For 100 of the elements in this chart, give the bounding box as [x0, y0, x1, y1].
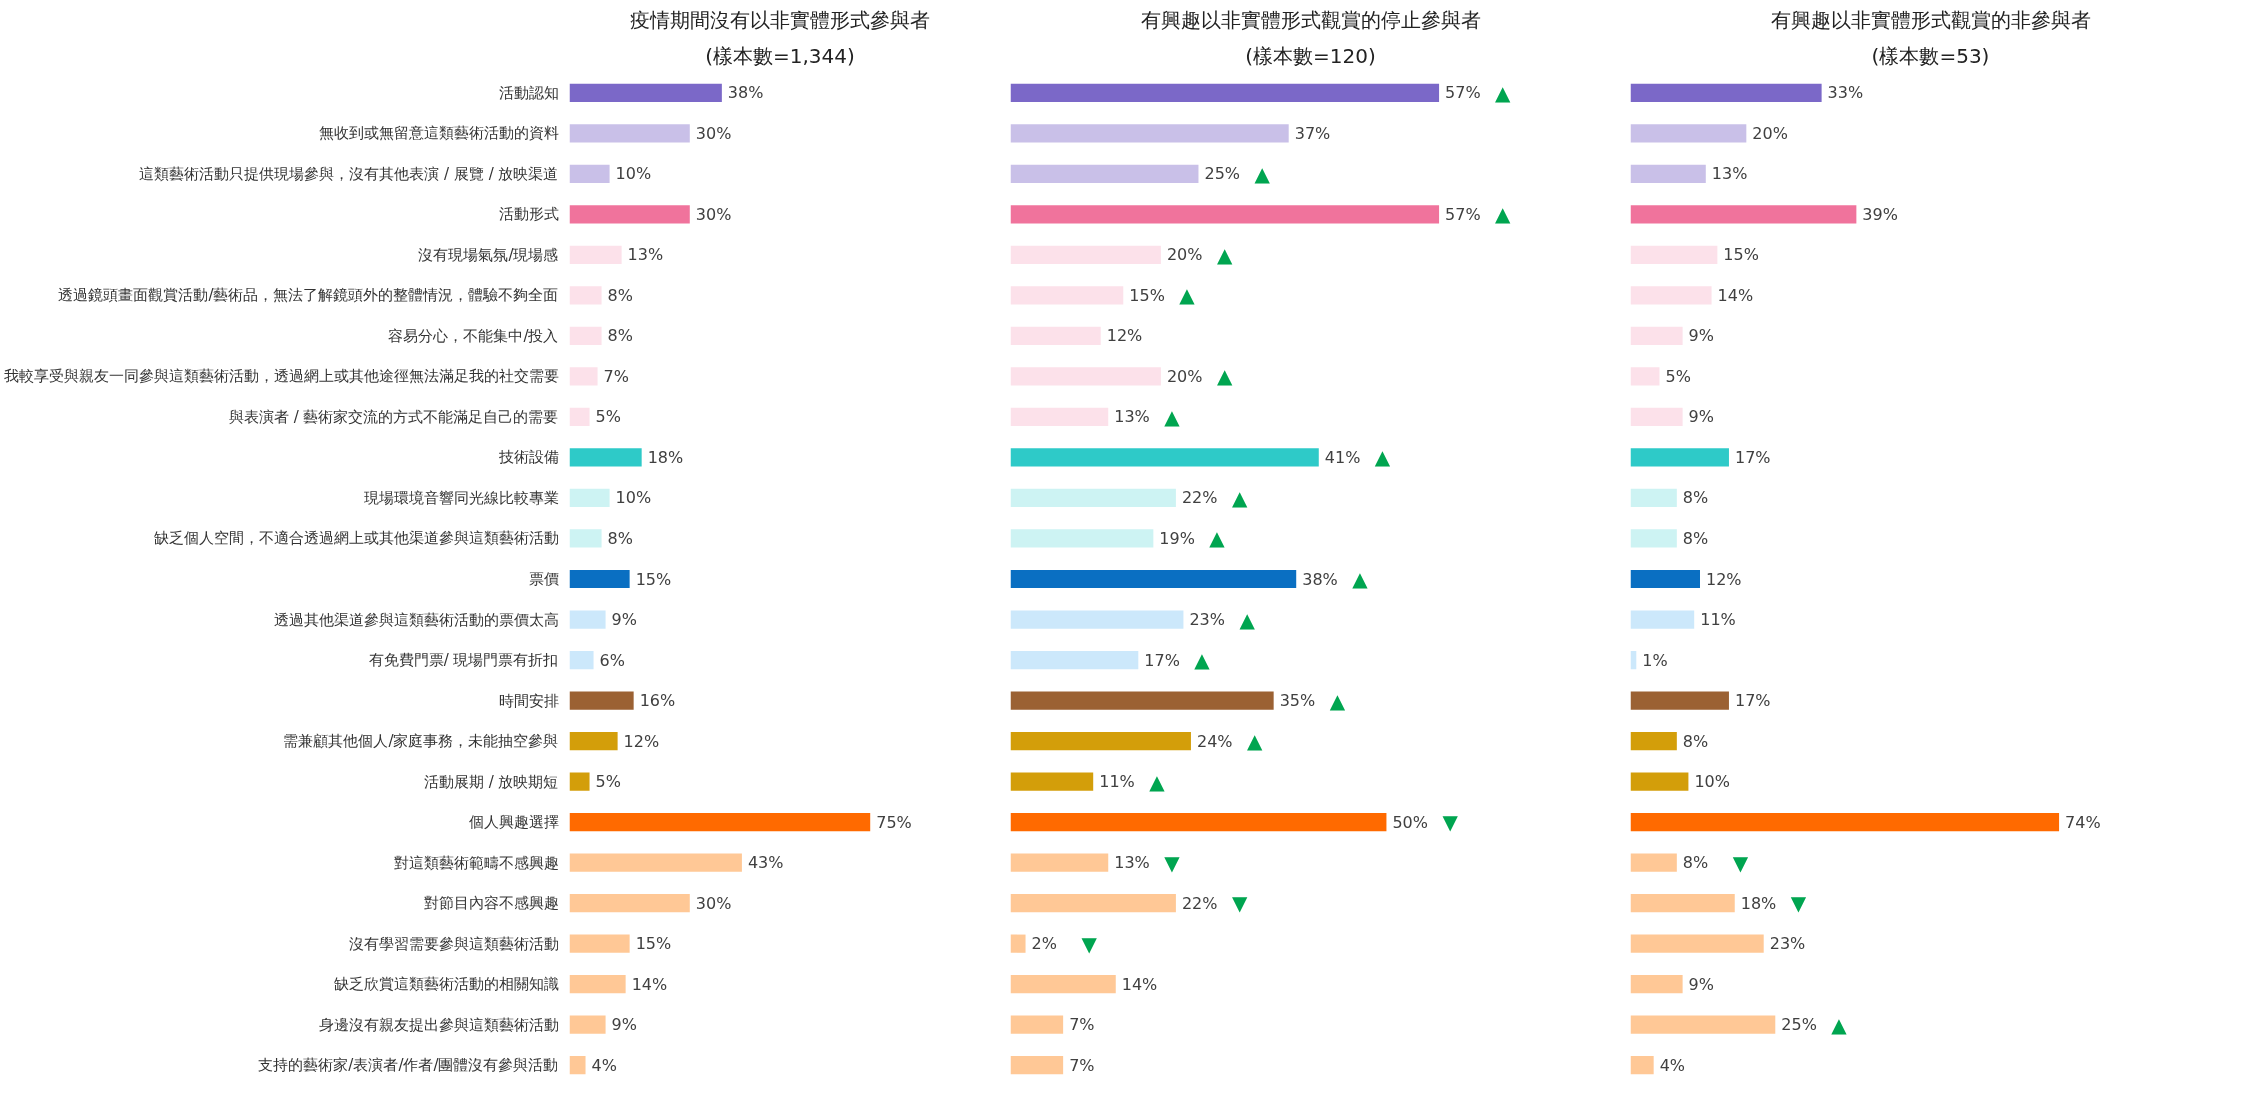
bar [1630, 286, 1712, 305]
bar [569, 853, 742, 872]
bar [1010, 853, 1109, 872]
bar [1010, 488, 1176, 508]
bar [1010, 691, 1274, 710]
data-label: 17% [1734, 691, 1771, 711]
data-label: 43% [747, 853, 784, 873]
text: 25% ▲ [1781, 1012, 1847, 1037]
text: 20% ▲ [1166, 364, 1233, 389]
bar [569, 529, 602, 548]
bar [1630, 245, 1718, 264]
text: 19% ▲ [1159, 526, 1225, 551]
bar [1010, 1056, 1064, 1075]
bar [1630, 853, 1677, 872]
data-label: 8% [1682, 731, 1709, 751]
text: 22% ▲ [1181, 485, 1248, 510]
bar [1010, 83, 1440, 102]
data-label: 12% [623, 731, 660, 751]
data-label: 18% [647, 447, 684, 467]
bar [1010, 731, 1191, 751]
text: 15% ▲ [1129, 283, 1195, 308]
bar [569, 164, 610, 183]
data-label: 1% [1642, 650, 1668, 670]
bar [569, 975, 626, 994]
data-label: 30% [695, 123, 732, 143]
data-label: 9% [611, 1015, 637, 1035]
data-label: 4% [591, 1055, 617, 1075]
bar [1010, 245, 1161, 264]
data-label: 13% [627, 245, 664, 265]
bar [1010, 164, 1199, 183]
bar [569, 731, 618, 751]
bar [1010, 326, 1101, 345]
bar [1630, 1015, 1776, 1034]
y-tick-label: 技術設備 [497, 448, 559, 467]
data-label: 7% [1069, 1015, 1095, 1035]
data-label: 5% [1665, 366, 1691, 386]
bar [569, 326, 602, 345]
data-label: 5% [595, 407, 621, 427]
data-label: 15% [635, 569, 672, 589]
bar [569, 1056, 586, 1075]
bar [1010, 1015, 1064, 1034]
y-tick-label: 透過其他渠道參與這類藝術活動的票價太高 [273, 610, 559, 629]
text: 13% ▼ [1114, 850, 1180, 875]
text: 25% ▲ [1204, 161, 1270, 186]
bar [569, 813, 871, 832]
bar [569, 83, 722, 102]
text: 11% ▲ [1099, 769, 1165, 794]
data-label: 37% [1294, 123, 1331, 143]
bar [569, 934, 630, 953]
text: 23% ▲ [1189, 607, 1255, 632]
chart-title: 有興趣以非實體形式觀賞的停止參與者 [1140, 7, 1481, 32]
y-tick-label: 缺乏欣賞這類藝術活動的相關知識 [333, 975, 559, 994]
text: 17% ▲ [1144, 648, 1210, 673]
bar [1630, 813, 2060, 832]
data-label: 6% [599, 650, 625, 670]
text: 18% ▼ [1740, 891, 1807, 916]
bar [1630, 610, 1695, 629]
bar [1010, 367, 1161, 386]
y-tick-label: 活動形式 [498, 205, 559, 224]
bar [1630, 1056, 1654, 1075]
bar [569, 448, 642, 467]
bar [569, 894, 690, 913]
bar [1630, 975, 1683, 994]
data-label: 8% [607, 326, 633, 346]
bar [1630, 894, 1735, 913]
bar [569, 569, 630, 589]
bar [1630, 205, 1857, 224]
bar [569, 772, 590, 791]
chart-subtitle: (樣本數=53) [1871, 43, 1990, 68]
data-label: 15% [1723, 245, 1759, 265]
y-tick-label: 活動展期 / 放映期短 [423, 772, 559, 791]
data-label: 30% [695, 893, 732, 913]
bar [569, 691, 634, 710]
bar [1630, 569, 1700, 589]
bar [1010, 569, 1297, 589]
text: 13% ▲ [1114, 404, 1180, 429]
bar [1630, 164, 1706, 183]
bar [1630, 448, 1729, 467]
bar [569, 610, 606, 629]
y-tick-label: 時間安排 [498, 691, 559, 710]
bar [1010, 610, 1184, 629]
y-tick-label: 有免費門票/ 現場門票有折扣 [368, 651, 559, 670]
data-label: 7% [603, 366, 629, 386]
data-label: 7% [1069, 1055, 1095, 1075]
bar [569, 1015, 606, 1034]
text: 57% ▲ [1445, 202, 1511, 227]
data-label: 4% [1659, 1055, 1686, 1075]
bar [1010, 813, 1387, 832]
text: 8% ▼ [1682, 850, 1749, 875]
chart-subtitle: (樣本數=120) [1245, 43, 1376, 68]
y-tick-label: 缺乏個人空間，不適合透過網上或其他渠道參與這類藝術活動 [153, 529, 559, 548]
data-label: 23% [1769, 934, 1806, 954]
data-label: 16% [639, 691, 676, 711]
bar [569, 286, 602, 305]
data-label: 20% [1752, 123, 1788, 143]
bar [1630, 488, 1677, 508]
bar [1010, 205, 1440, 224]
data-label: 9% [1688, 326, 1715, 346]
text: 38% ▲ [1302, 567, 1368, 591]
y-tick-label: 與表演者 / 藝術家交流的方式不能滿足自己的需要 [228, 407, 559, 426]
